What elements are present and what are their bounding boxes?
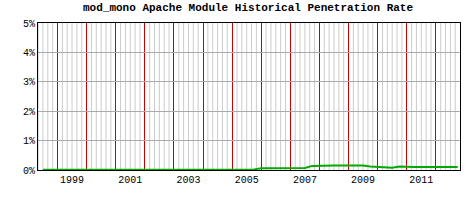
svg-text:0%: 0% (23, 166, 35, 177)
svg-text:2011: 2011 (409, 175, 433, 186)
svg-text:4%: 4% (23, 48, 35, 59)
svg-text:5%: 5% (23, 19, 35, 30)
svg-text:2%: 2% (23, 107, 35, 118)
svg-text:2009: 2009 (351, 175, 375, 186)
svg-text:1%: 1% (23, 136, 35, 147)
svg-text:2007: 2007 (293, 175, 317, 186)
svg-text:2003: 2003 (176, 175, 200, 186)
svg-text:2001: 2001 (118, 175, 142, 186)
svg-text:mod_mono Apache Module Histori: mod_mono Apache Module Historical Penetr… (83, 2, 413, 14)
svg-text:2005: 2005 (235, 175, 259, 186)
svg-text:1999: 1999 (60, 175, 84, 186)
svg-text:3%: 3% (23, 77, 35, 88)
